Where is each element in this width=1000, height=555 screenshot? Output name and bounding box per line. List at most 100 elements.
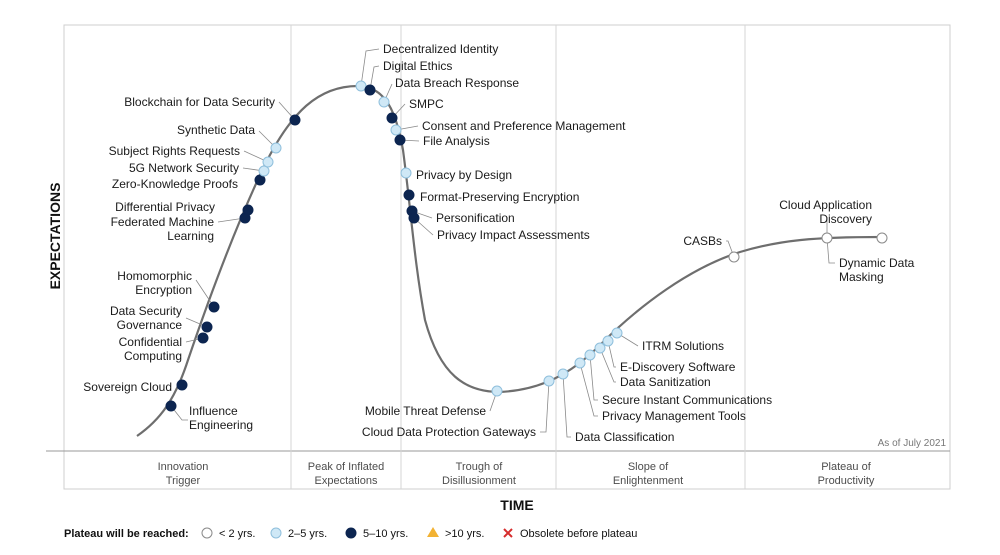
- file-analysis-marker: [394, 134, 406, 146]
- legend-item-obsolete-label: Obsolete before plateau: [520, 528, 637, 540]
- digital-ethics-callout: [369, 65, 380, 91]
- phase-slope-of-enlightenment: Slope of Enlightenment: [613, 461, 683, 487]
- decentralized-identity-callout: [360, 48, 380, 87]
- zero-knowledge-proofs-marker: [254, 174, 266, 186]
- data-classification-marker: [557, 368, 569, 380]
- confidential-computing-label: Confidential Computing: [119, 335, 182, 363]
- digital-ethics-label: Digital Ethics: [383, 59, 452, 73]
- dynamic-data-masking-callout: [826, 237, 835, 264]
- legend: Plateau will be reached: < 2 yrs. 2–5 yrs.…: [64, 527, 637, 540]
- privacy-impact-assessments-marker: [408, 212, 420, 224]
- legend-item-2to5-marker: [270, 527, 282, 539]
- privacy-by-design-marker: [400, 167, 412, 179]
- privacy-impact-assessments-label: Privacy Impact Assessments: [437, 228, 590, 242]
- decentralized-identity-label: Decentralized Identity: [383, 42, 498, 56]
- synthetic-data-marker: [270, 142, 282, 154]
- cloud-data-protection-gateways-marker: [543, 375, 555, 387]
- itrm-solutions-marker: [611, 327, 623, 339]
- 5g-network-security-marker: [258, 165, 270, 177]
- y-axis-label: EXPECTATIONS: [47, 183, 63, 290]
- zero-knowledge-proofs-label: Zero-Knowledge Proofs: [112, 177, 238, 191]
- itrm-solutions-label: ITRM Solutions: [642, 339, 724, 353]
- legend-item-gt10-marker: [427, 527, 439, 537]
- phase-trough-of-disillusionment: Trough of Disillusionment: [442, 461, 516, 487]
- personification-label: Personification: [436, 211, 515, 225]
- subject-rights-requests-label: Subject Rights Requests: [109, 144, 240, 158]
- dynamic-data-masking-marker: [876, 232, 888, 244]
- influence-engineering-callout: [170, 405, 188, 421]
- cloud-application-discovery-label: Cloud Application Discovery: [779, 198, 872, 226]
- data-points: [165, 80, 888, 412]
- subject-rights-requests-marker: [262, 156, 274, 168]
- hype-curve: [136, 84, 883, 437]
- smpc-label: SMPC: [409, 97, 444, 111]
- legend-item-5to10-label: 5–10 yrs.: [363, 528, 408, 540]
- influence-engineering-marker: [165, 400, 177, 412]
- synthetic-data-label: Synthetic Data: [177, 123, 255, 137]
- data-breach-response-marker: [378, 96, 390, 108]
- blockchain-for-data-security-label: Blockchain for Data Security: [124, 95, 275, 109]
- as-of-note: As of July 2021: [878, 438, 947, 449]
- confidential-computing-marker: [197, 332, 209, 344]
- decentralized-identity-marker: [355, 80, 367, 92]
- x-axis-label: TIME: [500, 497, 533, 513]
- legend-item-obsolete-marker: [503, 528, 513, 538]
- file-analysis-label: File Analysis: [423, 134, 490, 148]
- casbs-callout: [726, 240, 735, 258]
- privacy-management-tools-label: Privacy Management Tools: [602, 409, 746, 423]
- mobile-threat-defense-marker: [491, 385, 503, 397]
- legend-item-2to5-label: 2–5 yrs.: [288, 528, 327, 540]
- secure-instant-communications-callout: [589, 354, 598, 401]
- sovereign-cloud-label: Sovereign Cloud: [83, 380, 172, 394]
- consent-and-preference-management-label: Consent and Preference Management: [422, 119, 626, 133]
- e-discovery-software-label: E-Discovery Software: [620, 360, 736, 374]
- federated-machine-learning-label: Federated Machine Learning: [111, 215, 215, 243]
- secure-instant-communications-marker: [584, 349, 596, 361]
- consent-and-preference-management-marker: [390, 124, 402, 136]
- legend-item-lt2-marker: [201, 527, 213, 539]
- phase-peak-of-inflated-expectations: Peak of Inflated Expectations: [308, 461, 384, 487]
- legend-item-5to10-marker: [345, 527, 357, 539]
- privacy-management-tools-callout: [579, 362, 598, 417]
- differential-privacy-marker: [242, 204, 254, 216]
- plot-frame: [63, 24, 951, 490]
- phase-labels: Innovation Trigger Peak of Inflated Expecta…: [158, 461, 875, 487]
- influence-engineering-label: Influence Engineering: [189, 404, 253, 432]
- e-discovery-software-marker: [602, 335, 614, 347]
- legend-item-gt10-label: >10 yrs.: [445, 528, 484, 540]
- homomorphic-encryption-marker: [208, 301, 220, 313]
- legend-title: Plateau will be reached:: [64, 528, 189, 540]
- data-classification-label: Data Classification: [575, 430, 674, 444]
- cloud-application-discovery-marker: [821, 232, 833, 244]
- differential-privacy-label: Differential Privacy: [115, 200, 215, 214]
- e-discovery-software-callout: [607, 340, 616, 368]
- privacy-management-tools-marker: [574, 357, 586, 369]
- homomorphic-encryption-label: Homomorphic Encryption: [117, 269, 192, 297]
- dynamic-data-masking-label: Dynamic Data Masking: [839, 256, 915, 284]
- data-sanitization-label: Data Sanitization: [620, 375, 711, 389]
- format-preserving-encryption-label: Format-Preserving Encryption: [420, 190, 579, 204]
- phase-plateau-of-productivity: Plateau of Productivity: [818, 461, 875, 487]
- smpc-marker: [386, 112, 398, 124]
- data-breach-response-label: Data Breach Response: [395, 76, 519, 90]
- data-security-governance-marker: [201, 321, 213, 333]
- casbs-label: CASBs: [683, 234, 722, 248]
- format-preserving-encryption-marker: [403, 189, 415, 201]
- data-sanitization-callout: [599, 347, 616, 383]
- mobile-threat-defense-label: Mobile Threat Defense: [365, 404, 487, 418]
- data-security-governance-label: Data Security Governance: [110, 304, 182, 332]
- casbs-marker: [728, 251, 740, 263]
- cloud-data-protection-gateways-callout: [540, 380, 550, 433]
- legend-item-lt2-label: < 2 yrs.: [219, 528, 255, 540]
- secure-instant-communications-label: Secure Instant Communications: [602, 393, 772, 407]
- 5g-network-security-label: 5G Network Security: [129, 161, 239, 175]
- digital-ethics-marker: [364, 84, 376, 96]
- point-labels: Influence Engineering Sovereign Cloud Confi…: [83, 42, 914, 444]
- sovereign-cloud-marker: [176, 379, 188, 391]
- phase-innovation-trigger: Innovation Trigger: [158, 461, 209, 487]
- blockchain-for-data-security-marker: [289, 114, 301, 126]
- privacy-by-design-label: Privacy by Design: [416, 168, 512, 182]
- cloud-data-protection-gateways-label: Cloud Data Protection Gateways: [362, 425, 536, 439]
